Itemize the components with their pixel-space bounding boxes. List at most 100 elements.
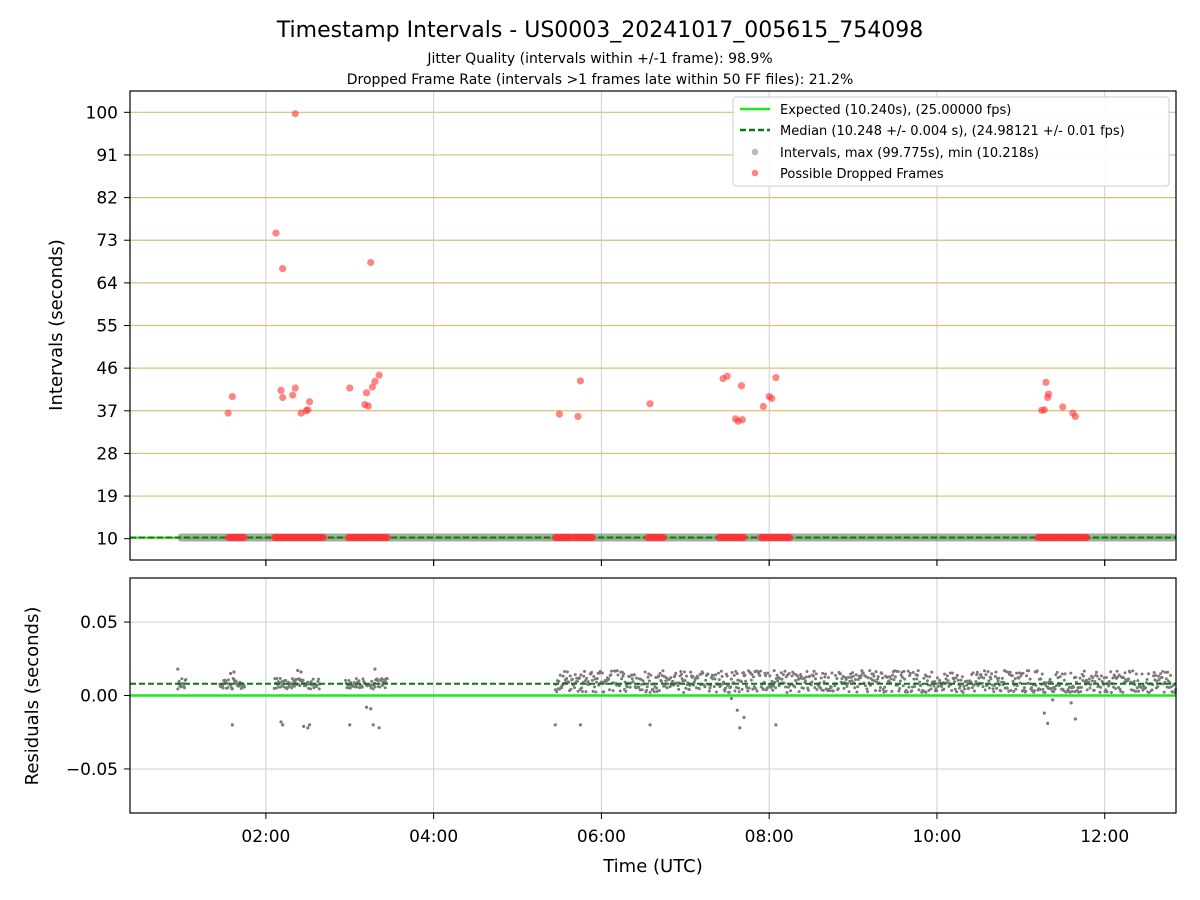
residual-point xyxy=(1017,676,1021,680)
residual-point xyxy=(953,687,957,691)
residual-point xyxy=(973,689,977,693)
residual-point xyxy=(181,681,185,685)
residual-point xyxy=(347,678,351,682)
dropped-frame-point xyxy=(1059,403,1067,411)
residual-point xyxy=(689,670,693,674)
residual-point xyxy=(1048,677,1052,681)
residual-point xyxy=(1058,675,1062,679)
residual-point xyxy=(317,687,321,691)
residual-point xyxy=(806,688,810,692)
residual-point xyxy=(691,675,695,679)
dropped-frame-point xyxy=(364,402,372,410)
residual-outlier-point xyxy=(348,723,352,727)
residual-point xyxy=(664,679,668,683)
residual-point xyxy=(714,673,718,677)
residual-point xyxy=(799,675,803,679)
residual-point xyxy=(1099,674,1103,678)
residual-point xyxy=(309,687,313,691)
residual-point xyxy=(975,673,979,677)
residual-point xyxy=(771,688,775,692)
residual-point xyxy=(989,677,993,681)
residual-point xyxy=(371,687,375,691)
residual-point xyxy=(595,680,599,684)
residual-point xyxy=(730,671,734,675)
residual-point xyxy=(557,679,561,683)
residual-point xyxy=(903,677,907,681)
residual-point xyxy=(622,672,626,676)
residual-point xyxy=(876,677,880,681)
residual-outlier-point xyxy=(279,720,283,724)
residual-point xyxy=(924,690,928,694)
residual-point xyxy=(235,680,239,684)
top-ytick-label: 19 xyxy=(96,487,118,507)
residual-outlier-point xyxy=(578,723,583,727)
residual-point xyxy=(819,676,823,680)
dropped-frame-point xyxy=(555,410,564,418)
residual-point xyxy=(992,690,996,694)
residual-point xyxy=(706,672,710,676)
residual-point xyxy=(720,674,724,678)
legend-median-label: Median (10.248 +/- 0.004 s), (24.98121 +… xyxy=(780,124,1125,139)
top-ytick-label: 37 xyxy=(96,402,118,422)
residual-point xyxy=(836,687,840,691)
residual-point xyxy=(1078,676,1082,680)
residual-point xyxy=(355,685,359,689)
residual-point xyxy=(573,673,577,677)
residual-point xyxy=(348,686,352,690)
residual-point xyxy=(607,677,611,681)
residual-point xyxy=(777,684,781,688)
residual-point xyxy=(758,674,762,678)
residual-point xyxy=(708,686,712,690)
residual-point xyxy=(1015,671,1019,675)
residual-point xyxy=(646,675,650,679)
top-ytick-label: 73 xyxy=(96,231,118,251)
residual-point xyxy=(632,673,636,677)
residual-point xyxy=(997,676,1001,680)
residual-point xyxy=(1087,677,1091,681)
dropped-frame-point xyxy=(291,110,299,118)
residual-point xyxy=(1062,689,1066,693)
residual-point xyxy=(958,686,962,690)
dropped-frame-point xyxy=(759,402,767,411)
residual-point xyxy=(1159,672,1163,676)
legend-dropped-label: Possible Dropped Frames xyxy=(780,167,944,182)
residual-point xyxy=(915,673,919,677)
residual-point xyxy=(684,674,688,678)
residual-point xyxy=(729,677,733,681)
residual-point xyxy=(936,684,940,688)
residual-point xyxy=(805,670,809,674)
residual-point xyxy=(735,672,739,676)
residual-point xyxy=(981,685,985,689)
top-ytick-label: 10 xyxy=(96,530,118,550)
dropped-frame-point xyxy=(368,383,377,391)
residual-point xyxy=(833,673,837,677)
residual-point xyxy=(385,677,389,681)
residual-point xyxy=(317,677,321,681)
residual-point xyxy=(274,686,278,690)
residual-point xyxy=(993,674,997,678)
residual-point xyxy=(912,677,916,681)
residual-point xyxy=(717,671,721,675)
residual-point xyxy=(618,689,622,693)
residual-point xyxy=(1156,674,1160,678)
residual-outlier-point xyxy=(364,705,369,709)
residual-point xyxy=(1098,690,1102,694)
residual-point xyxy=(652,690,656,694)
residual-point xyxy=(637,685,641,689)
residual-point xyxy=(309,680,313,684)
residual-point xyxy=(1009,688,1013,692)
residual-point xyxy=(645,688,649,692)
residual-outlier-point xyxy=(1073,717,1077,721)
residual-point xyxy=(784,685,788,689)
residual-point xyxy=(560,686,564,690)
residual-point xyxy=(1145,677,1149,681)
residual-point xyxy=(1104,675,1108,679)
residual-point xyxy=(950,688,954,692)
residual-point xyxy=(703,685,707,689)
residual-point xyxy=(859,673,863,677)
residual-point xyxy=(1115,669,1119,673)
residual-point xyxy=(665,686,669,690)
dropped-frame-point xyxy=(1042,378,1050,386)
residual-point xyxy=(754,687,758,691)
residual-point xyxy=(1070,689,1074,693)
